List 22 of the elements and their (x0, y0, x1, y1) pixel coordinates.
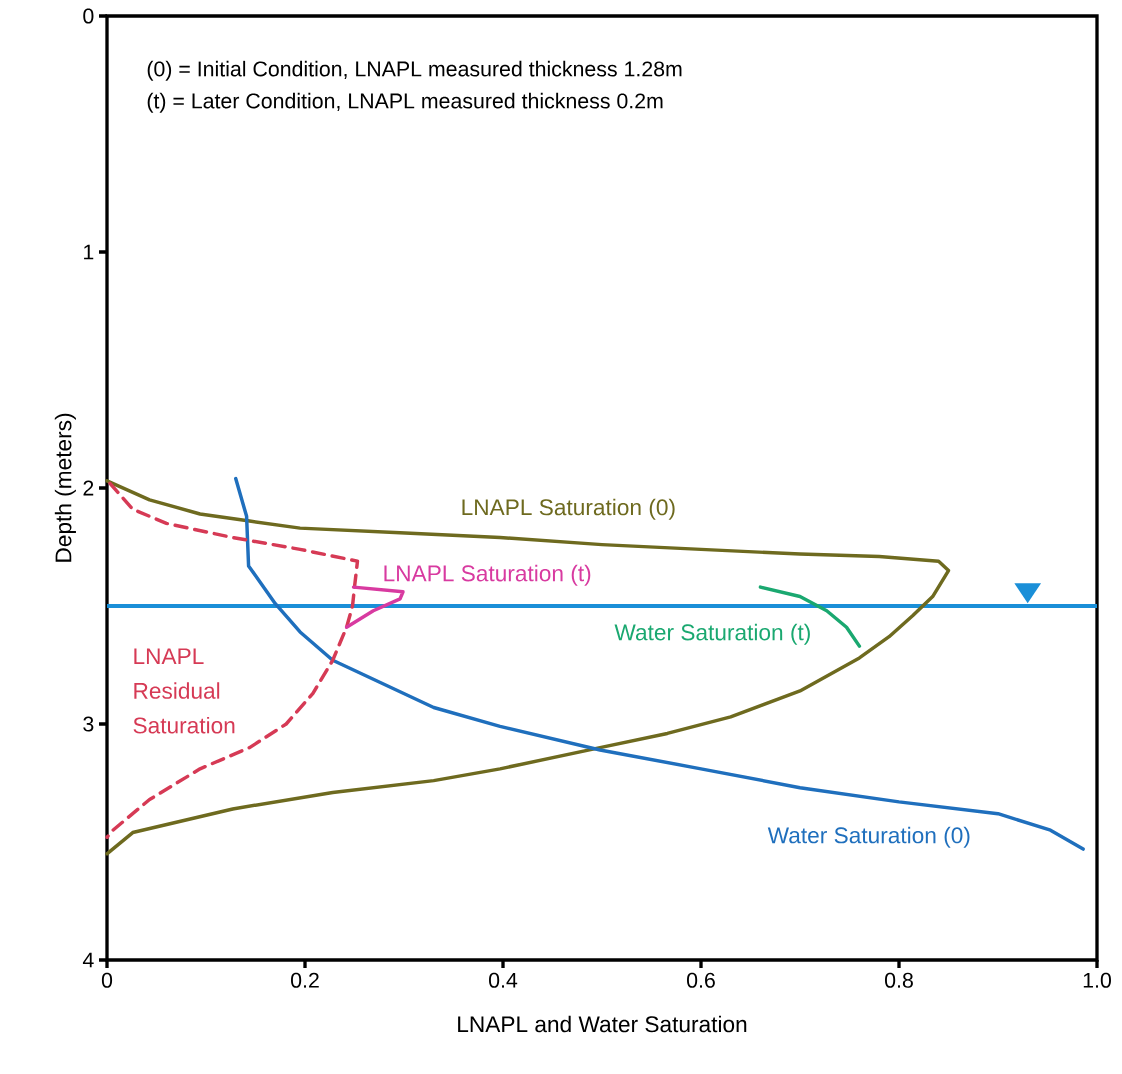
series-label: LNAPL Saturation (0) (462, 498, 675, 520)
line-series (344, 585, 405, 629)
x-tick-label: 0.8 (885, 972, 913, 988)
series-label: LNAPL Residual Saturation (133, 648, 235, 734)
x-tick-label: 0.4 (489, 972, 518, 988)
annotation: (0) = Initial Condition, LNAPL measured thickness 1.28m (147, 60, 682, 81)
y-tick-label: 0 (83, 8, 94, 24)
x-tick-label: 0.2 (291, 972, 319, 988)
series-label: LNAPL Saturation (t) (384, 564, 591, 586)
x-tick-label: 0 (101, 972, 113, 988)
series-label: Water Saturation (t) (614, 623, 810, 645)
x-axis-title: LNAPL and Water Saturation (458, 1015, 747, 1033)
y-tick-label: 1 (84, 244, 94, 260)
x-tick-label: 0.6 (687, 972, 715, 988)
annotation: (t) = Later Condition, LNAPL measured thickness 0.2m (147, 92, 663, 113)
line-series (105, 481, 360, 840)
series-label: Water Saturation (0) (767, 826, 970, 848)
y-tick-label: 3 (83, 716, 94, 732)
x-tick-label: 1.0 (1083, 972, 1111, 988)
y-tick-label: 2 (83, 480, 94, 496)
y-tick-label: 4 (82, 952, 94, 968)
y-axis-title: Depth (meters) (54, 413, 76, 562)
